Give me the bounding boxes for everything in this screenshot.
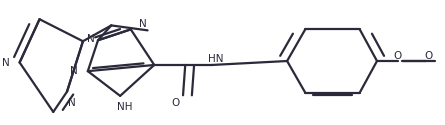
Text: N: N: [87, 34, 95, 44]
Text: O: O: [394, 51, 402, 61]
Text: N: N: [2, 58, 9, 68]
Text: O: O: [171, 98, 179, 108]
Text: N: N: [70, 66, 77, 76]
Text: HN: HN: [208, 54, 223, 64]
Text: NH: NH: [117, 102, 132, 112]
Text: O: O: [425, 51, 433, 61]
Text: N: N: [139, 19, 147, 29]
Text: N: N: [68, 98, 75, 108]
